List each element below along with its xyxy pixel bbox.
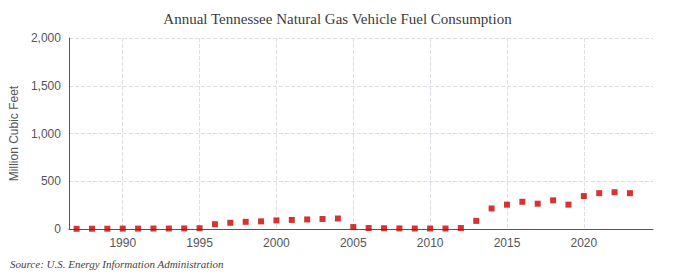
svg-text:2,000: 2,000: [31, 31, 61, 45]
svg-text:1995: 1995: [186, 236, 213, 250]
svg-text:2020: 2020: [570, 236, 597, 250]
svg-text:500: 500: [41, 174, 61, 188]
svg-text:1990: 1990: [109, 236, 136, 250]
svg-text:1,500: 1,500: [31, 79, 61, 93]
svg-text:Million Cubic Feet: Million Cubic Feet: [7, 85, 21, 181]
svg-text:2015: 2015: [494, 236, 521, 250]
svg-text:1,000: 1,000: [31, 127, 61, 141]
svg-text:Annual Tennessee Natural Gas V: Annual Tennessee Natural Gas Vehicle Fue…: [163, 11, 512, 27]
svg-text:2010: 2010: [417, 236, 444, 250]
svg-text:0: 0: [54, 222, 61, 236]
svg-text:2005: 2005: [340, 236, 367, 250]
svg-text:2000: 2000: [263, 236, 290, 250]
svg-text:Source: U.S. Energy Informatio: Source: U.S. Energy Information Administ…: [10, 258, 224, 270]
